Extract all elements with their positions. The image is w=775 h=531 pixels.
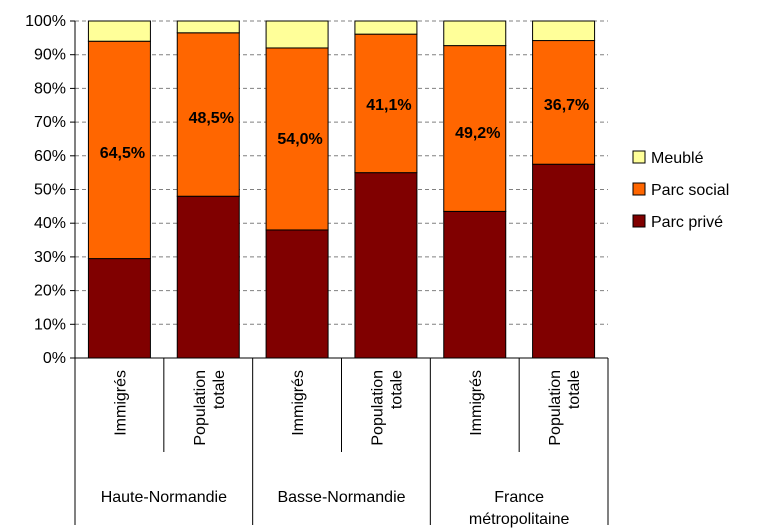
y-tick-label: 70%	[34, 114, 66, 131]
x-category-label: Population totale	[192, 370, 228, 446]
x-category-label: Population totale	[547, 370, 583, 446]
bar-segment	[354, 33, 418, 174]
data-label: 41,1%	[366, 97, 411, 114]
y-tick-label: 90%	[34, 47, 66, 64]
data-label: 36,7%	[544, 97, 589, 114]
bar-segment	[87, 40, 151, 260]
bar-segment	[354, 172, 418, 359]
y-tick-label: 40%	[34, 215, 66, 232]
bar-segment	[532, 20, 596, 42]
y-tick-label: 0%	[43, 350, 66, 367]
legend: Meublé Parc social Parc privé	[632, 150, 729, 231]
y-tick-label: 30%	[34, 249, 66, 266]
bar-segment	[265, 47, 329, 231]
legend-swatch	[632, 150, 646, 164]
x-category-label: Population totale	[369, 370, 405, 446]
x-group-label: Haute-Normandie	[101, 489, 227, 506]
y-tick-label: 20%	[34, 283, 66, 300]
bar-segment	[443, 45, 507, 212]
data-labels: 64,5% 48,5% 54,0% 41,1% 49,2% 36,7%	[100, 97, 590, 162]
data-label: 54,0%	[277, 131, 322, 148]
bar-segment	[176, 195, 240, 359]
legend-label: Parc social	[651, 182, 729, 199]
data-label: 49,2%	[455, 125, 500, 142]
bar-segment	[176, 32, 240, 197]
y-tick-label: 60%	[34, 148, 66, 165]
x-category-label: Immigrés	[290, 370, 307, 436]
data-label: 48,5%	[189, 110, 234, 127]
bar-segment	[443, 20, 507, 47]
x-axis-groups: Haute-Normandie Basse-Normandie France métr…	[101, 489, 570, 528]
bar-segment	[176, 20, 240, 34]
x-category-label: Immigrés	[112, 370, 129, 436]
x-group-label: Basse-Normandie	[277, 489, 405, 506]
gridlines	[75, 20, 608, 325]
bar-segment	[443, 210, 507, 359]
bar-segment	[532, 163, 596, 359]
bar-segment	[354, 20, 418, 35]
x-axis-categories: Immigrés Population totale Immigrés Populati…	[112, 370, 583, 446]
y-tick-label: 80%	[34, 80, 66, 97]
bar-segment	[265, 229, 329, 359]
legend-swatch	[632, 214, 646, 228]
y-tick-label: 10%	[34, 316, 66, 333]
y-tick-label: 50%	[34, 182, 66, 199]
legend-label: Meublé	[651, 150, 704, 167]
axes	[74, 21, 609, 525]
data-label: 64,5%	[100, 145, 145, 162]
legend-label: Parc privé	[651, 214, 723, 231]
bars	[87, 20, 596, 359]
bar-segment	[87, 258, 151, 359]
legend-swatch	[632, 182, 646, 196]
x-group-label: France métropolitaine	[469, 489, 570, 528]
bar-segment	[265, 20, 329, 49]
y-tick-label: 100%	[25, 13, 66, 30]
bar-segment	[87, 20, 151, 42]
y-axis-ticks: 0% 10% 20% 30% 40% 50% 60% 70% 80% 90% 100%	[25, 13, 75, 367]
x-category-label: Immigrés	[468, 370, 485, 436]
